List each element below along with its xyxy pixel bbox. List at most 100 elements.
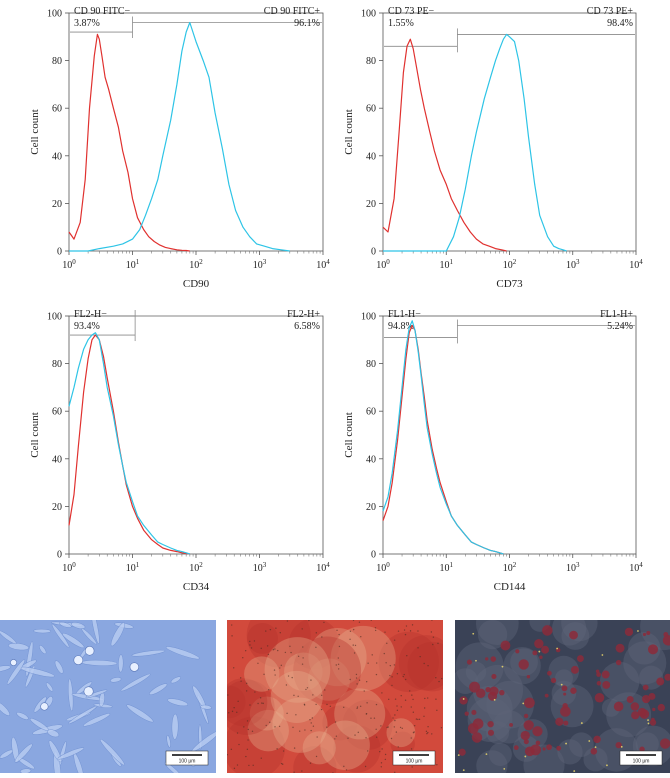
lipid-droplet <box>547 670 552 676</box>
background-cell <box>455 642 504 691</box>
nucleus-dot <box>409 690 411 692</box>
stain-patch <box>284 652 323 692</box>
nucleus-dot <box>356 707 358 710</box>
nucleus-dot <box>360 635 362 638</box>
x-tick-label: 100 <box>376 258 390 271</box>
nucleus-dot <box>410 706 412 708</box>
stain-patch <box>390 731 415 757</box>
y-tick-label: 100 <box>361 9 376 20</box>
nucleus-dot <box>246 720 249 722</box>
x-tick-label: 104 <box>629 258 643 271</box>
nucleus-dot <box>250 647 253 649</box>
lipid-droplet <box>513 745 519 751</box>
micrograph-oil-red: 100 μm <box>452 602 670 778</box>
nucleus-dot <box>354 734 356 736</box>
nucleus-dot <box>352 644 354 646</box>
nucleus-dot <box>355 677 358 679</box>
lipid-droplet <box>631 711 640 720</box>
nucleus-dot <box>282 750 285 752</box>
nucleus-dot <box>251 730 254 733</box>
lipid-droplet <box>541 645 550 654</box>
bright-speck <box>485 753 488 756</box>
lipid-droplet <box>595 669 600 674</box>
lipid-droplet <box>615 643 625 653</box>
nucleus-dot <box>411 694 413 696</box>
nucleus-dot <box>354 644 357 647</box>
background-cell <box>569 732 594 757</box>
nucleus-dot <box>427 665 429 667</box>
nucleus-dot <box>375 736 378 738</box>
lipid-droplet <box>656 677 665 686</box>
nucleus-dot <box>329 705 332 708</box>
y-tick-label: 60 <box>52 407 62 418</box>
cell-shape <box>131 649 166 657</box>
lipid-droplet <box>469 681 481 693</box>
gate-negative-percent: 3.87% <box>74 18 100 29</box>
lipid-droplet <box>626 696 634 704</box>
nucleus-dot <box>284 651 287 654</box>
nucleus-dot <box>295 714 297 716</box>
x-tick-label: 100 <box>62 258 76 271</box>
y-axis-label: Cell count <box>343 109 355 155</box>
nucleus-dot <box>357 731 359 734</box>
lipid-droplet <box>590 747 598 755</box>
cell-shape <box>54 660 64 674</box>
bright-speck <box>457 754 460 757</box>
nucleus-dot <box>400 706 402 708</box>
cell-shape <box>170 676 181 684</box>
nucleus-dot <box>309 762 312 764</box>
background-cell <box>467 697 513 742</box>
nucleus-dot <box>336 629 338 632</box>
nucleus-dot <box>367 662 369 664</box>
x-tick-label: 103 <box>253 258 267 271</box>
nucleus-dot <box>299 730 301 732</box>
lipid-droplet <box>485 657 489 661</box>
nucleus-dot <box>233 707 235 709</box>
y-tick-label: 60 <box>52 104 62 115</box>
gate-negative-label: CD 73 PE− <box>388 6 435 17</box>
nucleus-dot <box>359 705 362 707</box>
lipid-droplet <box>515 649 520 654</box>
nucleus-dot <box>275 627 277 629</box>
nucleus-dot <box>343 706 345 709</box>
nucleus-dot <box>393 664 396 666</box>
nucleus-dot <box>244 650 247 652</box>
cell-shape <box>62 632 85 649</box>
nucleus-dot <box>312 725 315 727</box>
nucleus-dot <box>301 663 304 665</box>
nucleus-dot <box>242 657 244 659</box>
y-tick-label: 0 <box>371 247 376 258</box>
series-line-cd34 <box>68 332 190 555</box>
nucleus-dot <box>230 748 233 751</box>
nucleus-dot <box>233 767 236 770</box>
y-tick-label: 100 <box>47 9 62 20</box>
nucleus-dot <box>311 717 314 719</box>
bright-speck <box>503 767 506 770</box>
nucleus-dot <box>397 630 400 632</box>
nucleus-dot <box>396 709 399 712</box>
nucleus-dot <box>301 628 303 630</box>
lipid-droplet <box>630 702 640 711</box>
nucleus-dot <box>257 662 259 664</box>
plot-frame <box>382 12 637 252</box>
nucleus-dot <box>297 695 299 697</box>
nucleus-dot <box>381 748 383 750</box>
y-tick-label: 80 <box>366 359 376 370</box>
nucleus-dot <box>410 737 412 739</box>
lipid-droplet <box>524 697 535 709</box>
nucleus-dot <box>412 711 415 713</box>
x-tick-label: 102 <box>503 561 517 574</box>
nucleus-dot <box>384 758 387 761</box>
bright-speck <box>524 755 527 758</box>
nucleus-dot <box>261 702 263 704</box>
bright-speck <box>556 647 559 650</box>
cell-shape <box>33 628 52 634</box>
chart-panel-cd34: 0 20 40 60 80 100 100 101 102 103 104 CD34 Cell coun… <box>29 309 330 593</box>
y-tick-label: 40 <box>366 151 376 162</box>
nucleus-dot <box>358 679 361 681</box>
nucleus-dot <box>278 725 281 728</box>
nucleus-dot <box>390 737 393 740</box>
nucleus-dot <box>432 643 434 646</box>
gate-positive-label: CD 73 PE+ <box>587 6 634 17</box>
lipid-droplet <box>615 741 622 749</box>
